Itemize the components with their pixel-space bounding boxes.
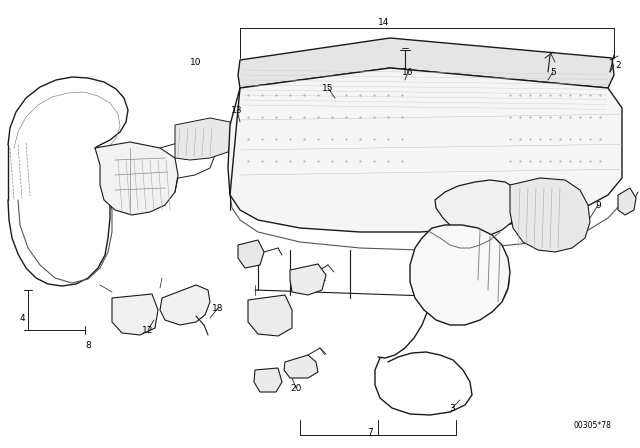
Text: 12: 12 [142, 326, 154, 335]
Polygon shape [290, 264, 326, 295]
Polygon shape [238, 240, 264, 268]
Polygon shape [284, 355, 318, 378]
Text: 6: 6 [245, 258, 251, 267]
Text: 16: 16 [403, 68, 413, 77]
Text: 1: 1 [623, 195, 629, 204]
Polygon shape [618, 188, 636, 215]
Text: 11: 11 [316, 273, 328, 283]
Polygon shape [175, 118, 232, 160]
Polygon shape [238, 38, 614, 88]
Text: 7: 7 [367, 427, 373, 436]
Polygon shape [510, 178, 590, 252]
Text: 2: 2 [615, 60, 621, 69]
Polygon shape [254, 368, 282, 392]
Text: 15: 15 [323, 83, 333, 92]
Text: 10: 10 [190, 57, 202, 66]
Polygon shape [160, 285, 210, 325]
Polygon shape [112, 294, 158, 335]
Text: 13: 13 [231, 105, 243, 115]
Polygon shape [95, 142, 178, 215]
Text: 00305*78: 00305*78 [573, 421, 611, 430]
Text: 4: 4 [19, 314, 25, 323]
Text: 18: 18 [212, 303, 224, 313]
Text: 14: 14 [378, 17, 390, 26]
Text: 20: 20 [291, 383, 301, 392]
Text: 17: 17 [250, 307, 262, 316]
Text: 19: 19 [262, 383, 274, 392]
Polygon shape [228, 68, 622, 232]
Text: 8: 8 [85, 340, 91, 349]
Polygon shape [435, 180, 520, 237]
Polygon shape [410, 225, 510, 325]
Polygon shape [248, 295, 292, 336]
Text: 3: 3 [449, 404, 455, 413]
Text: 9: 9 [595, 201, 601, 210]
Text: 5: 5 [550, 68, 556, 77]
